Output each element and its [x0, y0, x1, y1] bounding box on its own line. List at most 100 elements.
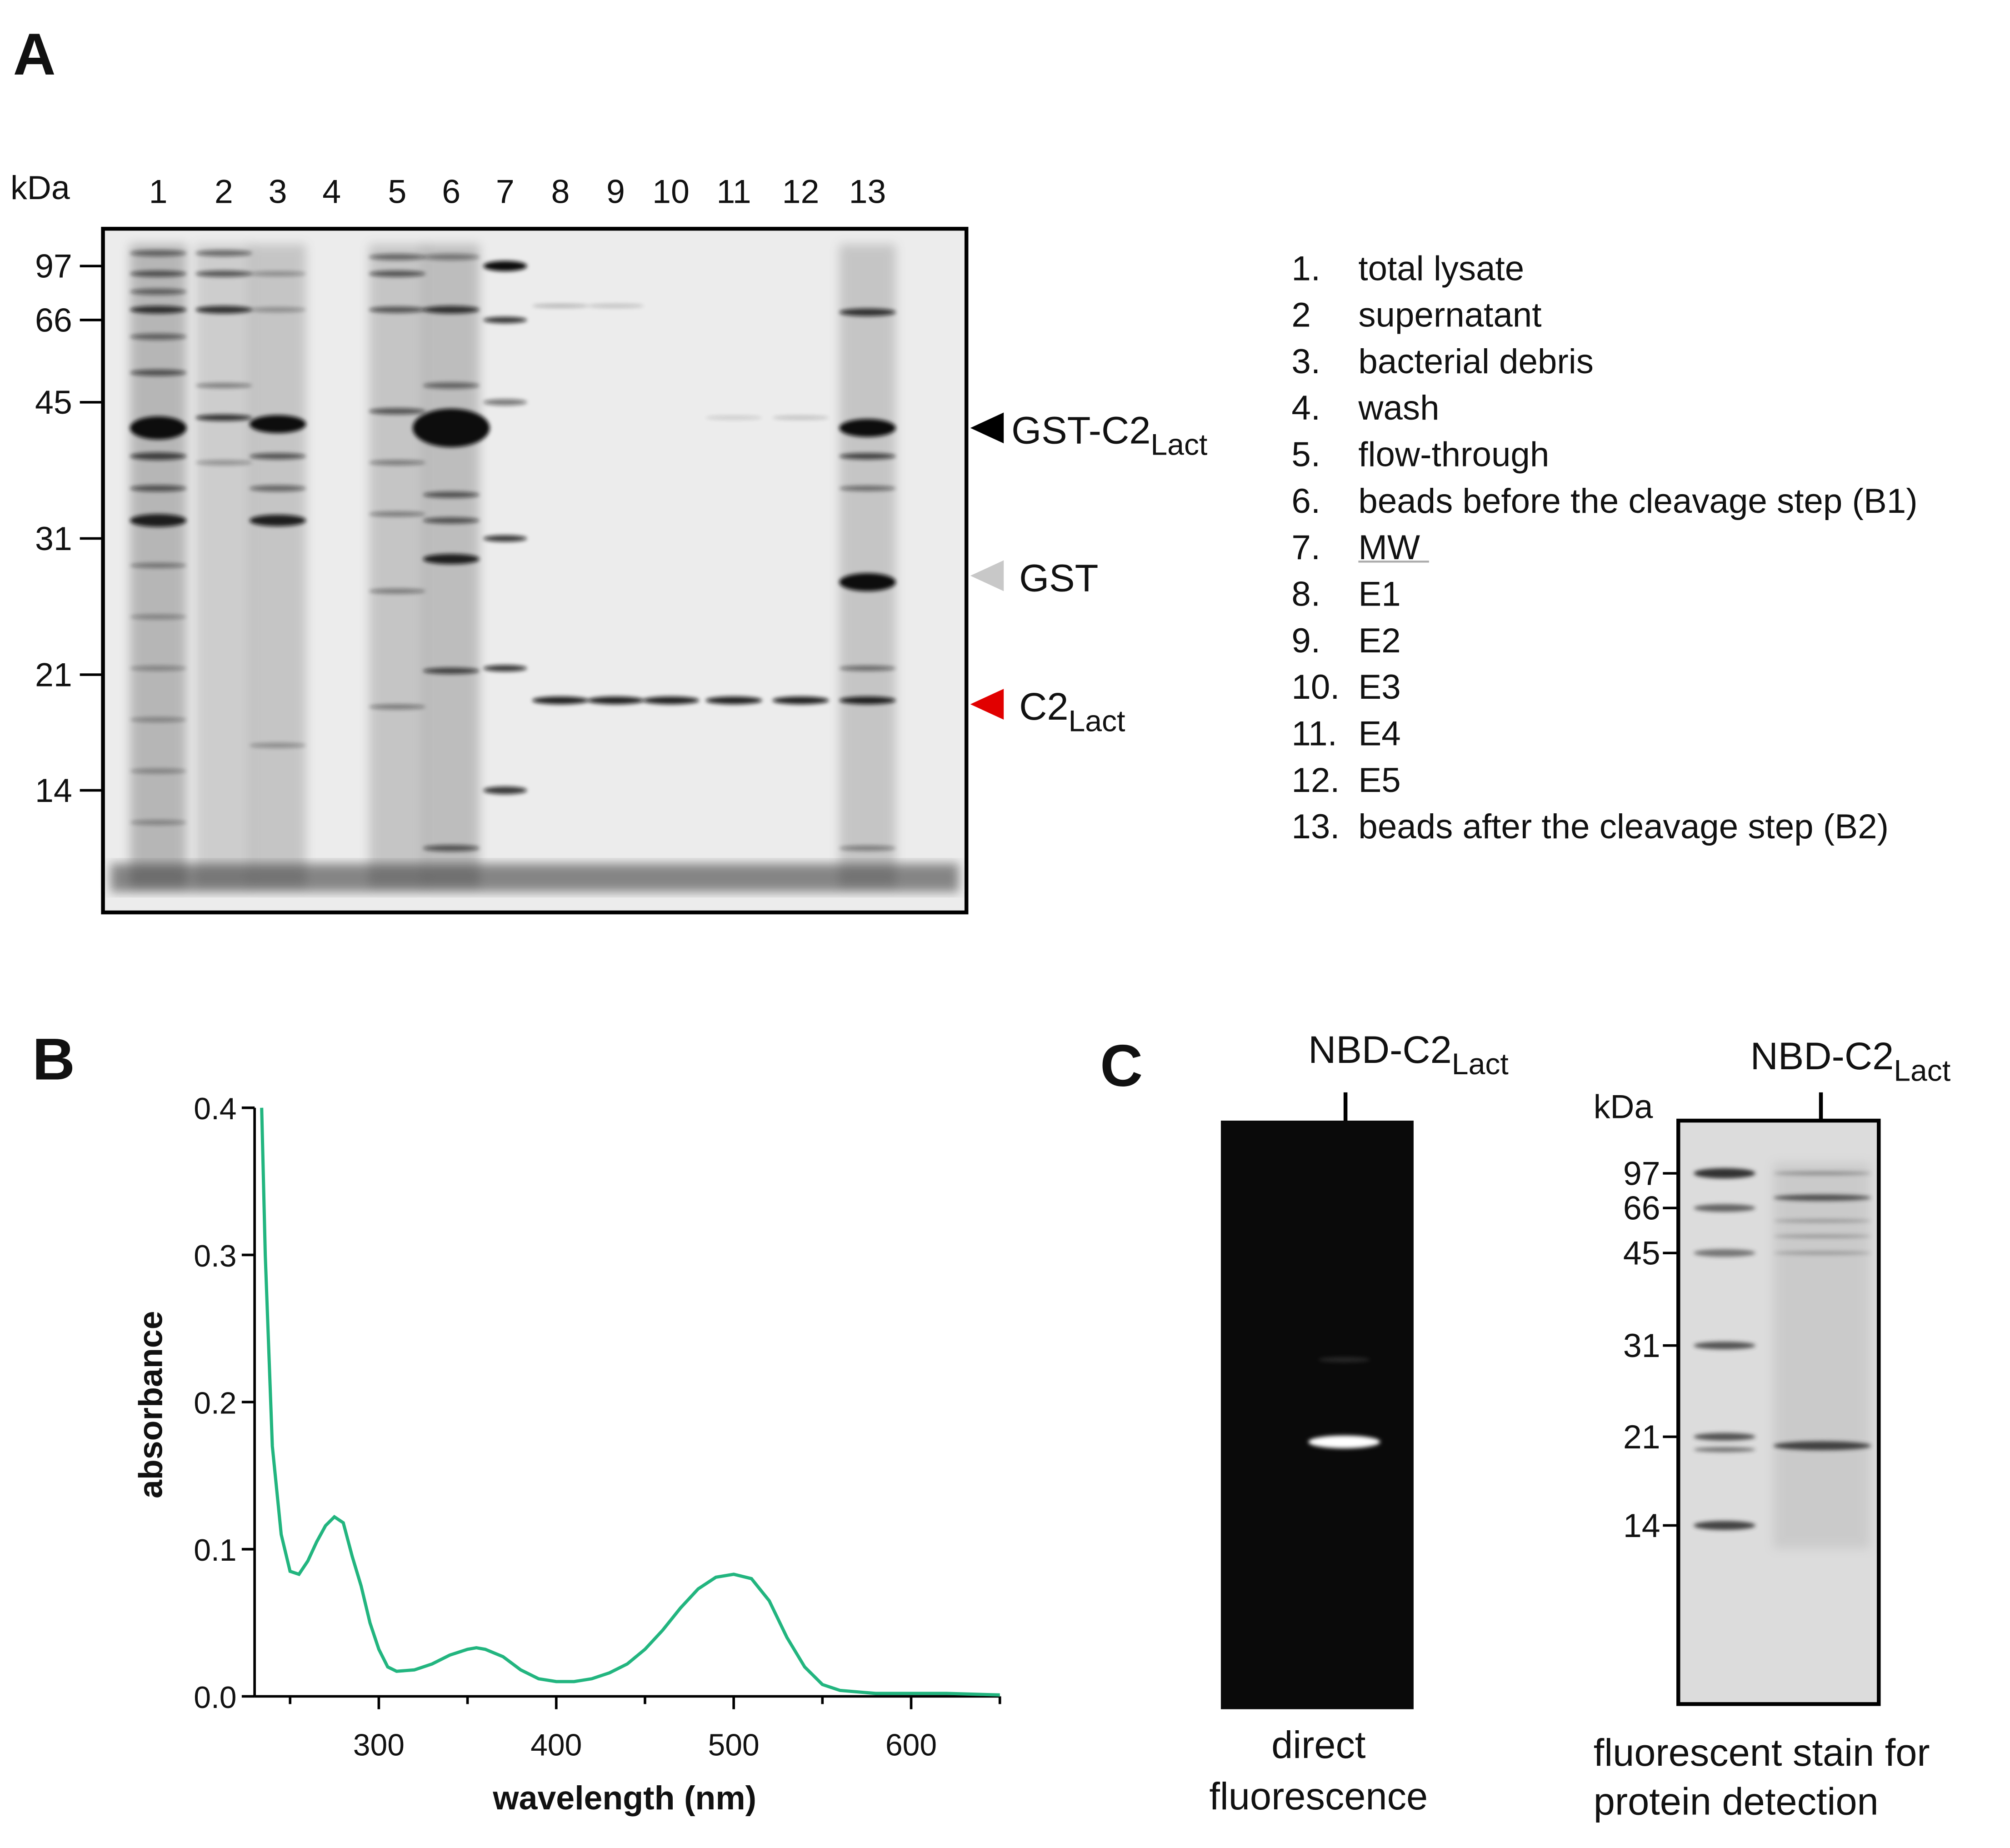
x-tick-label: 300	[353, 1728, 405, 1762]
gel-band	[423, 517, 480, 524]
gel-band	[839, 453, 896, 460]
lane-label: 5	[388, 173, 406, 210]
band-annotation-main: GST-C2	[1011, 408, 1150, 451]
gel-band	[130, 416, 187, 440]
mw-marker-label: 21	[35, 656, 72, 694]
gel-band	[1694, 1249, 1755, 1257]
legend-label: beads before the cleavage step (B1)	[1358, 482, 1917, 521]
band-annotation-sub: Lact	[1150, 428, 1207, 462]
y-tick-label: 0.2	[194, 1387, 236, 1421]
gel-band	[839, 666, 896, 671]
gel-band	[423, 491, 480, 498]
lane-label: 3	[269, 173, 287, 210]
gel-band	[130, 333, 187, 340]
lane-label: 1	[149, 173, 168, 210]
lane-annotation-main: NBD-C2	[1308, 1028, 1452, 1071]
legend-number: 12.	[1291, 761, 1340, 800]
lane-label: 8	[551, 173, 570, 210]
lane-label: 9	[606, 173, 625, 210]
gel-band	[1694, 1168, 1755, 1179]
gel-band	[532, 696, 589, 705]
caption: protein detection	[1594, 1780, 1879, 1823]
legend-number: 11.	[1291, 715, 1337, 753]
lane-annotation-sub: Lact	[1894, 1054, 1950, 1087]
arrowhead	[970, 689, 1004, 720]
gel-band	[587, 304, 644, 308]
mw-marker-label: 45	[1623, 1234, 1660, 1272]
mw-marker-label: 45	[35, 383, 72, 421]
gel-band	[1773, 1441, 1871, 1451]
gel-band	[839, 846, 896, 851]
gel-band	[130, 820, 187, 825]
gel-band	[839, 573, 896, 591]
gel-image	[101, 226, 969, 915]
lane-annotation: NBD-C2Lact	[1308, 1028, 1509, 1081]
gel-band	[839, 308, 896, 316]
arrowhead	[970, 560, 1004, 591]
legend-number: 13.	[1291, 807, 1340, 846]
y-tick-label: 0.1	[194, 1533, 236, 1568]
gel-band	[249, 485, 306, 492]
dye-front	[110, 863, 959, 892]
gel-band	[1694, 1521, 1755, 1530]
legend-number: 10.	[1291, 668, 1340, 706]
lane-annotation-sub: Lact	[1452, 1047, 1509, 1081]
legend-label: beads after the cleavage step (B2)	[1358, 807, 1889, 846]
lane-smear	[195, 244, 252, 887]
mw-marker-label: 14	[1623, 1507, 1660, 1544]
x-tick-label: 600	[885, 1728, 937, 1762]
gel-band	[130, 563, 187, 568]
gel-band	[369, 511, 426, 517]
unit-label: kDa	[1594, 1087, 1653, 1125]
gel-band	[839, 419, 896, 437]
gel-band	[130, 452, 187, 461]
gel-band	[130, 717, 187, 722]
gel-band	[130, 369, 187, 376]
gel-band	[130, 288, 187, 295]
gel-band	[195, 250, 252, 256]
mw-marker-label: 21	[1623, 1418, 1660, 1456]
gel-band	[483, 399, 527, 406]
caption: direct	[1271, 1723, 1365, 1766]
legend-number: 1.	[1291, 249, 1320, 288]
gel-band	[1694, 1204, 1755, 1212]
mw-marker-label: 14	[35, 771, 72, 809]
gel-band	[483, 535, 527, 542]
gel-band	[587, 696, 644, 705]
gel-band	[195, 305, 252, 314]
gel-band	[1694, 1432, 1755, 1441]
legend-label: E2	[1358, 621, 1400, 660]
gel-band	[369, 254, 426, 260]
lane-label: 6	[442, 173, 460, 210]
lane-smear	[839, 244, 896, 887]
gel-band	[423, 554, 480, 564]
gel-band	[249, 415, 306, 433]
panel-label: C	[1100, 1032, 1143, 1099]
gel-band	[423, 667, 480, 674]
legend-number: 8.	[1291, 575, 1320, 614]
band-annotation-sub: Lact	[1069, 704, 1125, 738]
mw-marker-label: 66	[1623, 1189, 1660, 1227]
legend-label: flow-through	[1358, 436, 1549, 474]
panel-label: B	[32, 1026, 75, 1092]
gel-band	[483, 665, 527, 672]
legend-label: total lysate	[1358, 249, 1524, 288]
gel-band	[195, 460, 252, 466]
lane-label: 11	[716, 173, 751, 210]
x-axis-label: wavelength (nm)	[492, 1779, 756, 1817]
gel-band	[249, 453, 306, 460]
lane-label: 12	[782, 173, 820, 210]
gel-band	[1773, 1219, 1871, 1223]
unit-label: kDa	[10, 169, 70, 206]
gel-band	[195, 383, 252, 388]
gel-band	[1694, 1447, 1755, 1452]
gel-band	[369, 306, 426, 313]
lane-label: 13	[849, 173, 886, 210]
lane-annotation: NBD-C2Lact	[1750, 1034, 1951, 1087]
legend-label: MW	[1358, 528, 1420, 567]
y-axis-label: absorbance	[132, 1311, 170, 1498]
band-annotation: C2Lact	[1019, 685, 1125, 738]
gel-band	[423, 305, 480, 314]
gel-band	[369, 588, 426, 594]
